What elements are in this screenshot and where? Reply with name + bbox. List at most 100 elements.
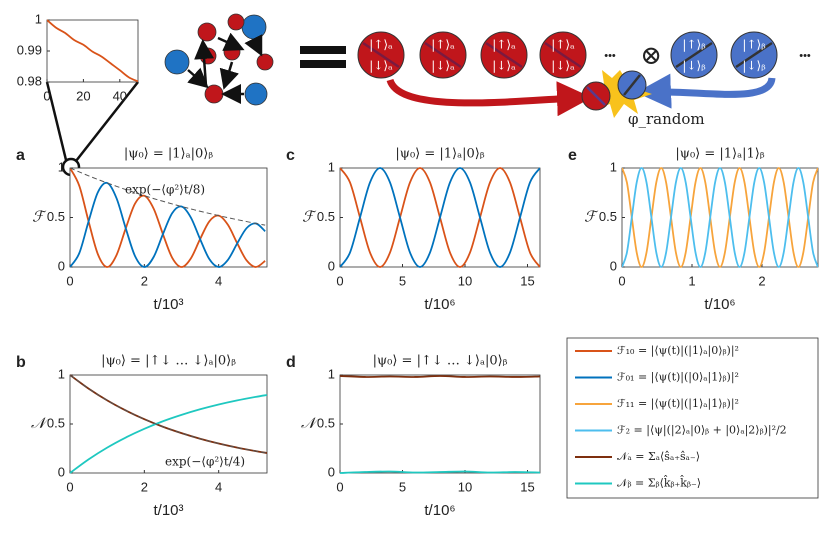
axes-box [339, 374, 541, 474]
series-group [70, 167, 266, 268]
series-group [340, 167, 540, 268]
spin-down: |↓⟩ᵦ [682, 59, 705, 73]
y-axis-label: ℱ [302, 208, 317, 226]
spin-up: |↑⟩ₐ [492, 38, 516, 52]
blue-arrow [636, 73, 776, 109]
series-line [622, 167, 818, 268]
x-tick-label: 10 [458, 479, 472, 494]
legend-label: 𝒩ₐ = Σₐ⟨ŝₐ₊ŝₐ₋⟩ [617, 450, 700, 463]
zoom-lines [45, 81, 139, 177]
y-axis-label: ℱ [32, 208, 47, 226]
x-tick-label: 5 [399, 273, 406, 288]
panel-title: |ψ₀⟩ = |↑↓ … ↓⟩ₐ|0⟩ᵦ [373, 354, 508, 369]
spin-axis [485, 41, 523, 69]
panel-label: a [16, 147, 25, 164]
spin-up: |↑⟩ᵦ [742, 38, 765, 52]
panel-title: |ψ₀⟩ = |↑↓ … ↓⟩ₐ|0⟩ᵦ [101, 354, 236, 369]
red-arrow [386, 78, 592, 117]
legend-label: ℱ₂ = |⟨ψ|(|2⟩ₐ|0⟩ᵦ + |0⟩ₐ|2⟩ᵦ)|²/2 [617, 424, 787, 438]
panel-title: |ψ₀⟩ = |1⟩ₐ|1⟩ᵦ [675, 147, 764, 162]
x-tick-label: 4 [215, 273, 222, 288]
panel-title: |ψ₀⟩ = |1⟩ₐ|0⟩ᵦ [124, 147, 213, 162]
spin-up: |↑⟩ₐ [369, 38, 393, 52]
x-tick-label: 2 [758, 273, 765, 288]
x-tick-label: 0 [43, 88, 50, 103]
series-line [70, 167, 266, 268]
spin-up: |↑⟩ₐ [431, 38, 455, 52]
x-tick-label: 0 [66, 479, 73, 494]
series-line [340, 470, 540, 474]
spin-down: |↓⟩ₐ [369, 59, 393, 73]
series-line [47, 19, 138, 83]
y-tick-label: 1 [610, 159, 617, 174]
plot: 0.98 0.99 1 0 20 40 [17, 11, 139, 103]
panel-label: e [568, 147, 577, 164]
y-axis-label: 𝒩 [301, 414, 320, 432]
y-tick-label: 0.5 [47, 415, 65, 430]
envelope-line [70, 167, 266, 226]
ellipsis: ••• [604, 50, 616, 62]
y-tick-label: 0.98 [17, 73, 42, 88]
x-tick-label: 0 [618, 273, 625, 288]
x-axis-label: t/10³ [153, 502, 183, 519]
panel-title: |ψ₀⟩ = |1⟩ₐ|0⟩ᵦ [395, 147, 484, 162]
ellipsis: ••• [799, 50, 811, 62]
x-tick-label: 10 [458, 273, 472, 288]
y-tick-label: 0 [328, 464, 335, 479]
x-axis-label: t/10⁶ [424, 296, 455, 313]
y-tick-label: 0.5 [317, 415, 335, 430]
equals-bar [300, 46, 346, 54]
x-tick-label: 40 [113, 88, 127, 103]
spin-down: |↓⟩ₐ [551, 59, 575, 73]
spin-down: |↓⟩ₐ [492, 59, 516, 73]
annotation: exp(−⟨φ²⟩t/8) [125, 183, 205, 197]
spin-row: |↑⟩ₐ |↓⟩ₐ |↑⟩ₐ |↓⟩ₐ |↑⟩ₐ |↓⟩ₐ |↑⟩ₐ |↓⟩ₐ |↑⟩ᵦ |↓⟩ᵦ… [357, 31, 778, 79]
panel-label: b [16, 354, 26, 371]
series-line [622, 167, 818, 268]
x-tick-label: 15 [520, 273, 534, 288]
spin-axis [735, 41, 773, 69]
y-tick-label: 1 [328, 159, 335, 174]
series-line [340, 375, 540, 378]
series-group [622, 167, 818, 268]
y-tick-label: 0 [328, 258, 335, 273]
plot: 0 0.5 1 0 2 4 |ψ₀⟩ = |↑↓ … ↓⟩ₐ|0⟩ᵦ b 𝒩t/10³ exp(−… [16, 354, 268, 519]
x-tick-label: 15 [520, 479, 534, 494]
y-tick-label: 1 [328, 366, 335, 381]
spin-up: |↑⟩ᵦ [682, 38, 705, 52]
y-tick-label: 0.5 [317, 209, 335, 224]
cluster-arrows [187, 32, 263, 104]
spin-axis [424, 41, 462, 69]
y-tick-label: 0.99 [17, 42, 42, 57]
x-tick-label: 2 [141, 479, 148, 494]
series-group [70, 374, 267, 474]
legend-label: ℱ₀₁ = |⟨ψ(t)|(|0⟩ₐ|1⟩ᵦ)|² [617, 371, 739, 385]
spin-axis [675, 41, 713, 69]
x-tick-label: 5 [399, 479, 406, 494]
x-tick-label: 0 [66, 273, 73, 288]
spin-axis [362, 41, 400, 69]
series-line [70, 394, 267, 474]
x-axis-label: t/10⁶ [704, 296, 735, 313]
y-tick-label: 0.5 [599, 209, 617, 224]
spin-down: |↓⟩ₐ [431, 59, 455, 73]
particle-cluster [164, 13, 274, 106]
diagram: |↑⟩ₐ |↓⟩ₐ |↑⟩ₐ |↓⟩ₐ |↑⟩ₐ |↓⟩ₐ |↑⟩ₐ |↓⟩ₐ |↑⟩ᵦ |↓⟩ᵦ… [164, 13, 811, 128]
y-tick-label: 0 [58, 464, 65, 479]
y-tick-label: 0 [58, 258, 65, 273]
legend-box [566, 337, 819, 499]
axes-box [621, 167, 819, 268]
y-tick-label: 1 [58, 366, 65, 381]
series-group [47, 19, 138, 83]
x-tick-label: 0 [336, 479, 343, 494]
spin-axis [623, 74, 641, 96]
x-axis-label: t/10³ [153, 296, 183, 313]
spin-axis [586, 86, 606, 106]
y-tick-label: 1 [35, 11, 42, 26]
legend-label: 𝒩ᵦ = Σᵦ⟨k̂ᵦ₊k̂ᵦ₋⟩ [617, 475, 701, 489]
y-axis-label: ℱ [584, 208, 599, 226]
y-tick-label: 0 [610, 258, 617, 273]
x-tick-label: 20 [76, 88, 90, 103]
